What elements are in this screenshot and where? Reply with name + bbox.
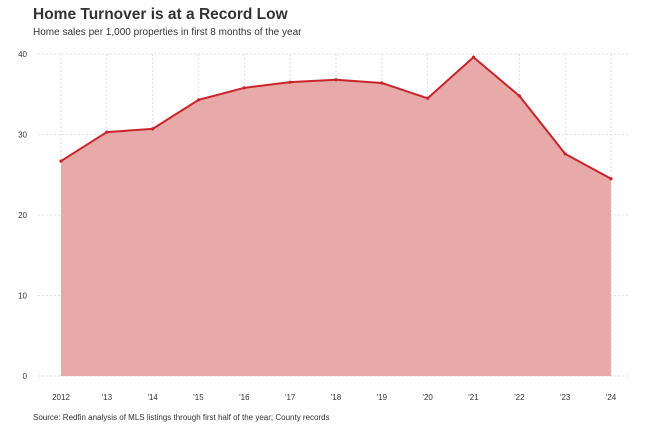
- y-axis-tick-labels: 0 10 20 30 40: [18, 50, 27, 381]
- x-tick-label: '23: [560, 393, 571, 402]
- x-tick-label: '16: [239, 393, 250, 402]
- data-point: [380, 81, 384, 85]
- data-point: [517, 94, 521, 98]
- x-tick-label: '15: [193, 393, 204, 402]
- x-tick-label: '17: [285, 393, 296, 402]
- data-point: [105, 130, 109, 134]
- x-tick-label: '22: [514, 393, 525, 402]
- data-point: [151, 127, 155, 131]
- x-tick-label: '21: [468, 393, 479, 402]
- data-point: [288, 80, 292, 84]
- x-tick-label: '24: [606, 393, 617, 402]
- data-point: [196, 98, 201, 102]
- y-tick-label: 0: [23, 372, 28, 381]
- data-point: [471, 55, 476, 59]
- chart-title: Home Turnover is at a Record Low: [33, 6, 288, 23]
- data-point: [334, 78, 338, 82]
- y-tick-label: 10: [18, 292, 27, 301]
- x-tick-label: '14: [147, 393, 158, 402]
- x-tick-label: 2012: [52, 393, 70, 402]
- data-point: [242, 86, 246, 90]
- data-points: [59, 55, 613, 181]
- data-point: [59, 159, 63, 163]
- x-tick-label: '19: [377, 393, 388, 402]
- data-point: [563, 152, 567, 156]
- area-fill: [61, 57, 611, 376]
- chart-subtitle: Home sales per 1,000 properties in first…: [33, 27, 302, 38]
- y-tick-label: 20: [18, 211, 27, 220]
- x-tick-label: '20: [422, 393, 433, 402]
- y-tick-label: 30: [18, 131, 27, 140]
- data-point: [426, 96, 430, 100]
- source-note: Source: Redfin analysis of MLS listings …: [33, 413, 330, 422]
- x-axis-tick-labels: 2012 '13 '14 '15 '16 '17 '18 '19 '20 '21 '22 '23 '24: [52, 393, 617, 402]
- data-point: [609, 177, 613, 181]
- x-tick-label: '13: [102, 393, 113, 402]
- x-tick-label: '18: [331, 393, 342, 402]
- y-tick-label: 40: [18, 50, 27, 59]
- area-fill-layer: [61, 57, 611, 376]
